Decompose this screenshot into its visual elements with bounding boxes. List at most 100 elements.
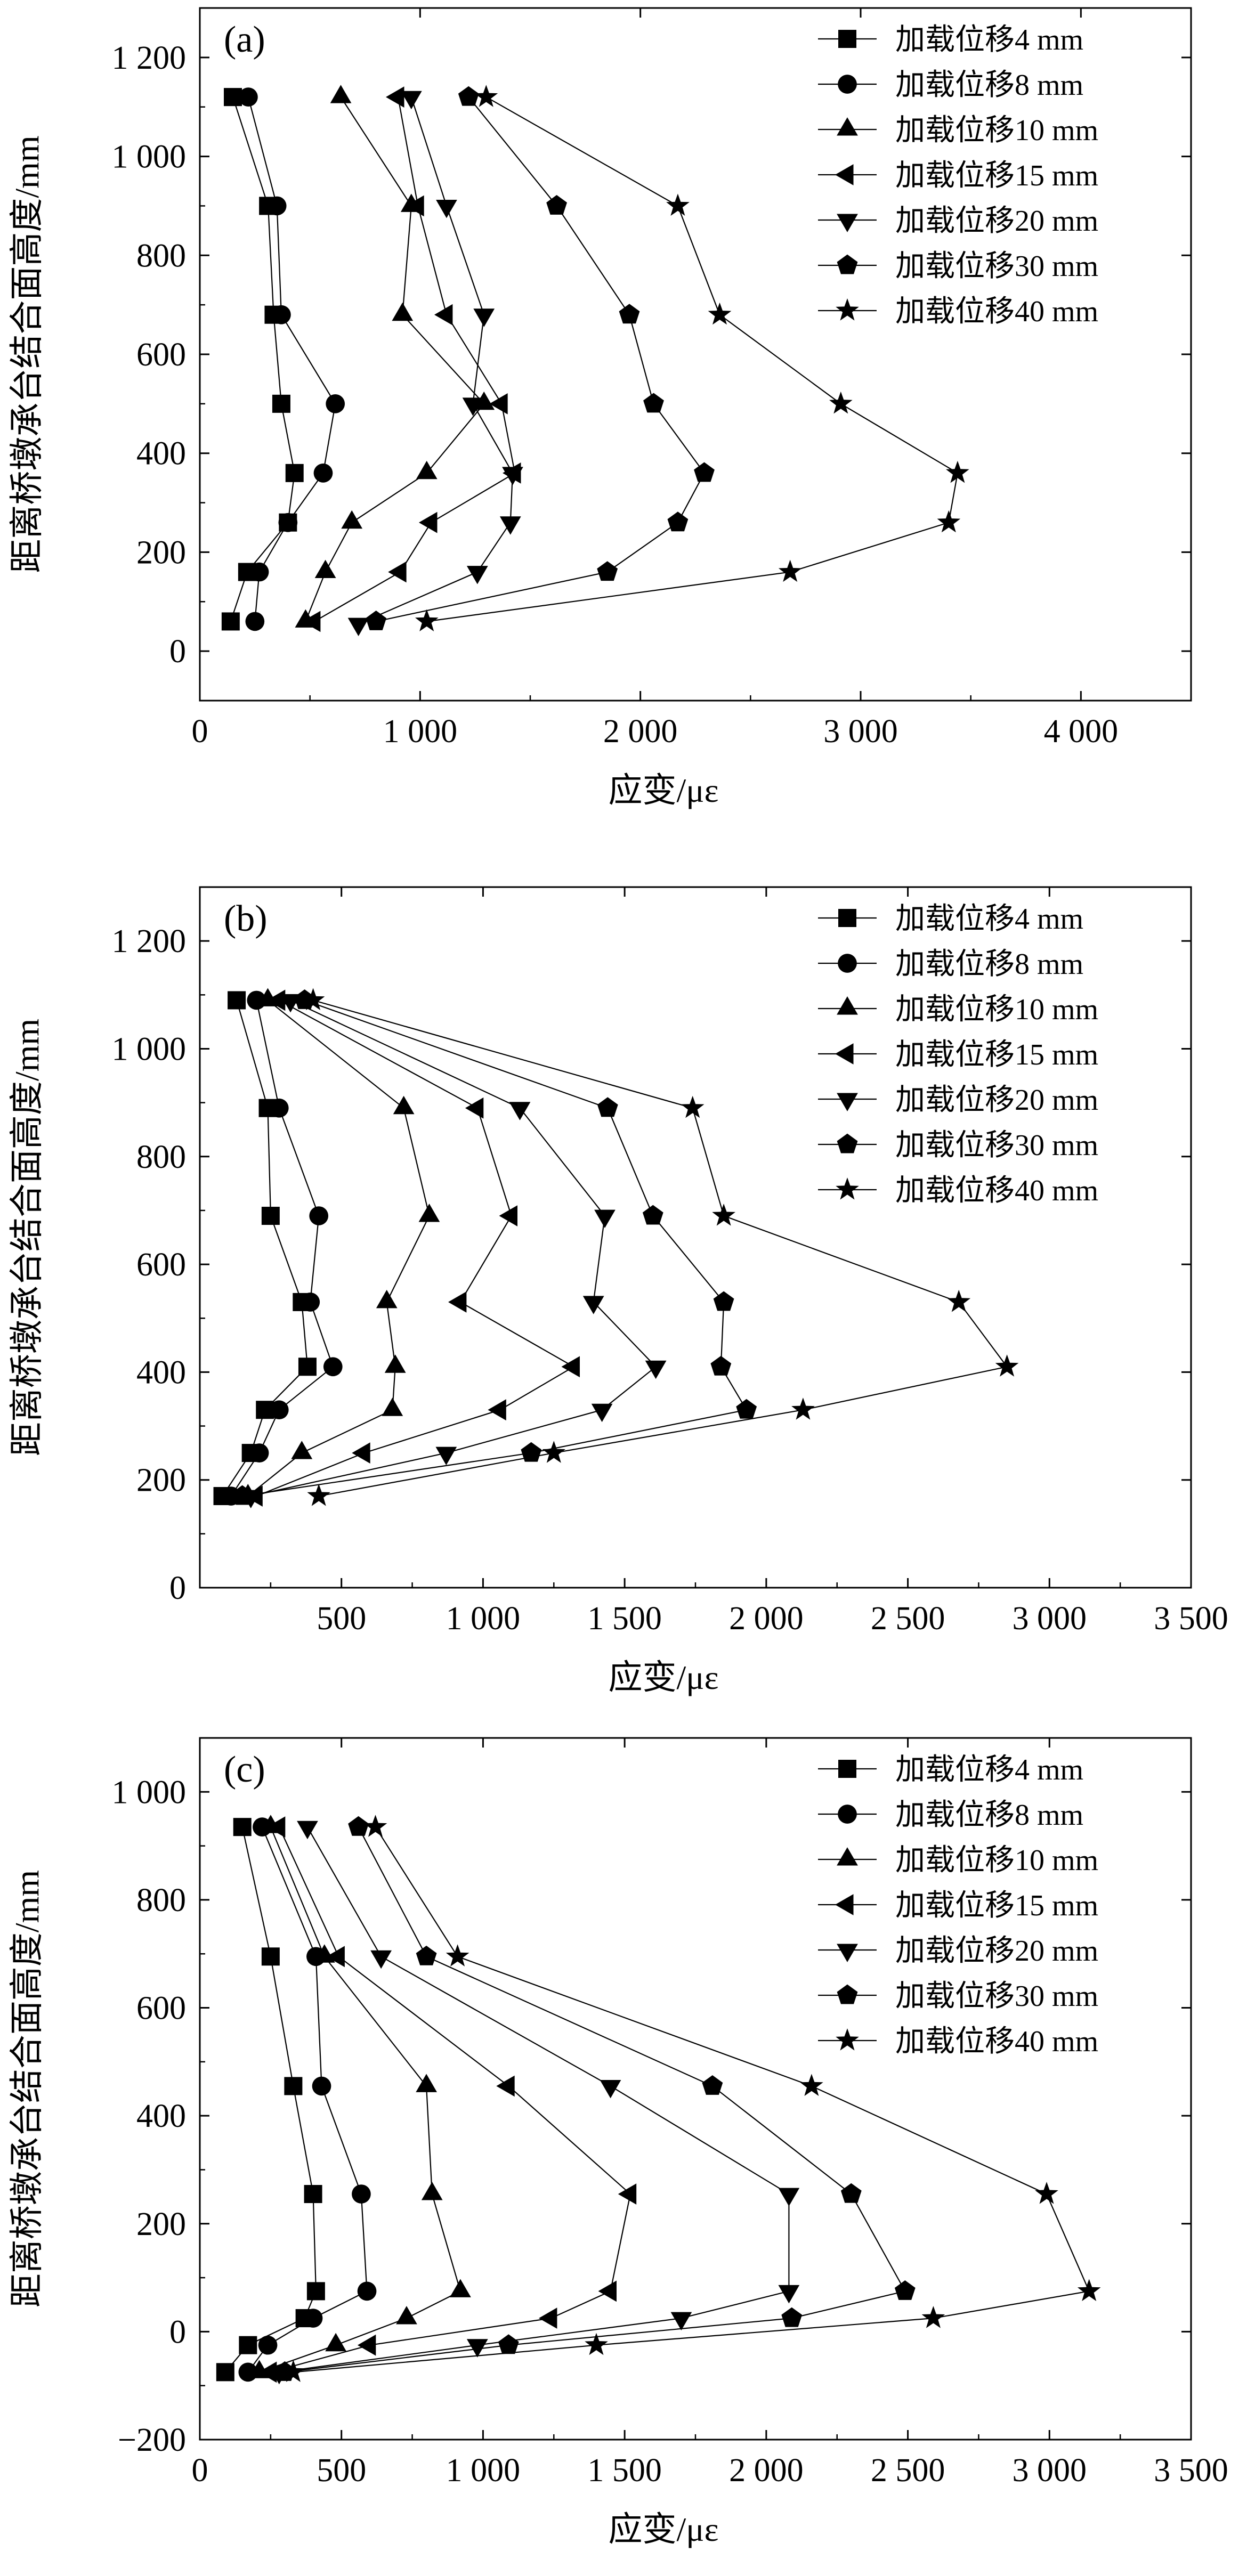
x-tick-label: 2 500 (871, 2452, 945, 2489)
series-line (230, 96, 295, 622)
series-5 (347, 91, 523, 636)
legend-label: 加载位移8 mm (895, 948, 1083, 981)
series-6 (274, 1816, 916, 2381)
data-point (597, 1097, 618, 1117)
data-point (488, 1399, 506, 1421)
series-line (285, 1826, 906, 2373)
data-point (306, 2282, 325, 2301)
x-tick-label: 2 000 (603, 713, 678, 750)
data-point (521, 1442, 542, 1462)
legend-label: 加载位移15 mm (895, 1889, 1098, 1922)
legend-marker (837, 1984, 858, 2004)
chart-panel-b: 500 1 000 1 500 2 000 2 500 3 000 3 500 0 200 400… (8, 886, 1228, 1696)
data-point (312, 2076, 331, 2096)
data-point (302, 611, 321, 632)
x-tick-label: 2 500 (871, 1600, 945, 1637)
data-point (416, 1945, 437, 1965)
y-axis-label: 距离桥墩承台结合面高度/mm (8, 135, 46, 573)
data-point (388, 561, 407, 583)
data-point (561, 1356, 580, 1378)
y-tick-label: 800 (136, 1139, 186, 1175)
data-point (778, 2188, 800, 2206)
legend-marker (835, 1043, 854, 1064)
legend-label: 加载位移40 mm (895, 2025, 1098, 2058)
data-point (298, 1358, 317, 1376)
data-point (366, 611, 387, 630)
x-tick-label: 500 (317, 1600, 366, 1637)
data-point (597, 561, 618, 581)
legend-label: 加载位移4 mm (895, 903, 1083, 936)
data-point (313, 464, 333, 483)
data-point (502, 467, 523, 485)
data-point (542, 1441, 566, 1463)
x-tick-label: 3 500 (1154, 1600, 1228, 1637)
data-point (435, 1447, 457, 1466)
y-tick-label: 800 (136, 1882, 186, 1919)
data-point (781, 2307, 803, 2327)
x-tick-label: 1 000 (383, 713, 458, 750)
legend-marker (837, 1133, 858, 1153)
series-line (314, 96, 516, 622)
data-point (392, 302, 414, 321)
y-tick-label: 0 (169, 1570, 186, 1606)
series-line (224, 1826, 317, 2373)
data-point (448, 1291, 467, 1313)
data-point (419, 511, 438, 533)
data-point (303, 2309, 323, 2328)
data-point (840, 2183, 862, 2203)
data-point (791, 1397, 815, 1420)
data-point (436, 200, 457, 218)
data-point (418, 1204, 440, 1222)
data-point (370, 1950, 392, 1969)
series-line (305, 96, 485, 622)
legend-label: 加载位移4 mm (895, 23, 1083, 56)
x-tick-label: 1 500 (587, 2452, 662, 2489)
data-point (465, 1097, 484, 1119)
panel-label: (b) (224, 898, 268, 939)
data-point (618, 2183, 637, 2205)
data-point (416, 460, 438, 480)
data-point (228, 991, 246, 1010)
data-point (778, 559, 802, 582)
data-point (509, 1102, 531, 1120)
data-point (645, 1360, 667, 1379)
y-tick-label: 200 (136, 534, 186, 571)
legend-marker (837, 1944, 858, 1962)
data-point (330, 85, 352, 103)
data-point (946, 460, 969, 483)
series-line (270, 1826, 631, 2373)
legend-marker (837, 254, 858, 274)
data-point (710, 1355, 732, 1376)
data-point (458, 86, 479, 106)
data-point (778, 2285, 800, 2304)
legend: 加载位移4 mm 加载位移8 mm 加载位移10 mm 加载位移15 mm 加载位移20… (818, 1753, 1098, 2058)
series-line (279, 1826, 790, 2373)
data-point (708, 302, 732, 325)
data-point (326, 394, 345, 413)
data-point (995, 1354, 1019, 1377)
data-point (261, 1207, 280, 1225)
data-point (496, 2075, 515, 2097)
y-tick-label: 1 200 (112, 40, 187, 76)
series-4 (244, 989, 580, 1507)
series-1 (221, 88, 304, 631)
y-tick-label: 400 (136, 436, 186, 472)
y-axis-label: 距离桥墩承台结合面高度/mm (8, 1870, 46, 2307)
y-tick-label: 1 000 (112, 139, 187, 175)
series-5 (268, 1821, 800, 2385)
data-point (666, 193, 690, 216)
panel-label: (a) (224, 19, 265, 60)
y-tick-label: −200 (118, 2422, 186, 2458)
series-line (259, 1826, 461, 2373)
data-point (539, 2307, 557, 2329)
legend: 加载位移4 mm 加载位移8 mm 加载位移10 mm 加载位移15 mm 加载位移20… (818, 23, 1098, 328)
series-line (242, 999, 748, 1497)
data-point (216, 2363, 234, 2382)
data-point (384, 1354, 406, 1373)
data-point (446, 1944, 469, 1966)
data-point (466, 566, 488, 584)
legend-marker (838, 954, 857, 973)
series-line (293, 1826, 1090, 2373)
data-point (382, 1397, 403, 1416)
